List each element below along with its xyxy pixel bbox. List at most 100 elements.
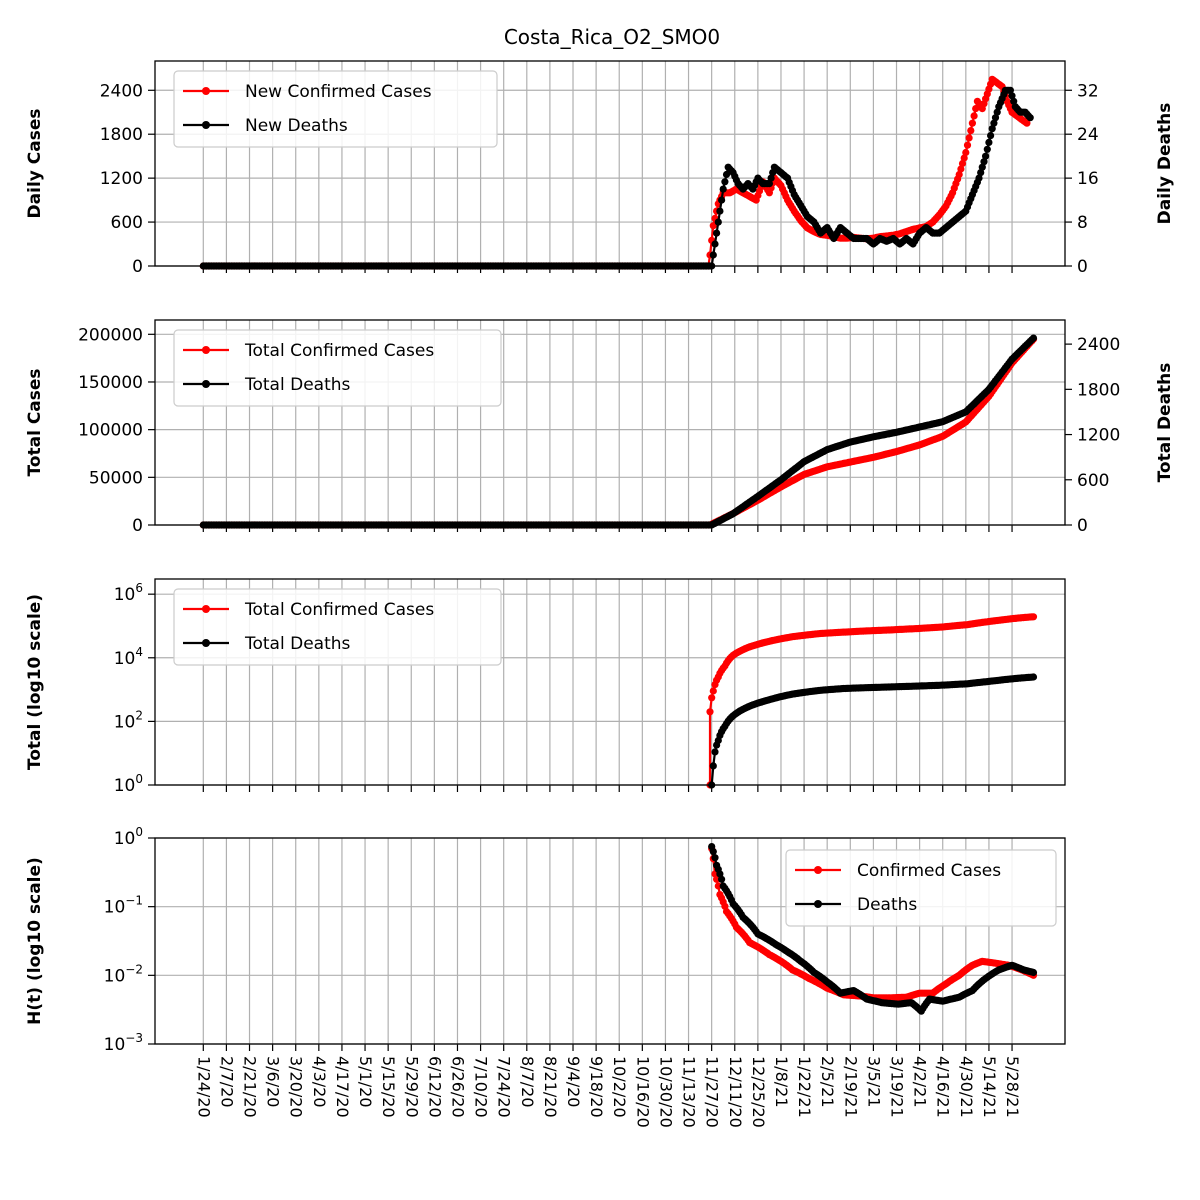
panel-daily: 0 600 1200 1800 2400 0 8 16 24 32 Daily Cases Daily… bbox=[25, 60, 1175, 277]
data-point bbox=[706, 708, 714, 716]
data-point bbox=[968, 119, 977, 127]
data-point bbox=[718, 875, 726, 883]
legend: Confirmed Cases Deaths bbox=[785, 849, 1057, 927]
y-tick-label: 200000 bbox=[78, 325, 143, 345]
data-point bbox=[709, 222, 717, 230]
data-point bbox=[716, 207, 724, 215]
data-point bbox=[963, 141, 972, 149]
figure-title: Costa_Rica_O2_SMO0 bbox=[504, 25, 720, 49]
data-point bbox=[970, 112, 978, 120]
y-right-axis-label: Daily Deaths bbox=[1155, 103, 1175, 225]
x-tick-label: 9/18/20 bbox=[587, 1056, 606, 1118]
x-tick-label: 8/21/20 bbox=[541, 1056, 560, 1118]
data-point bbox=[991, 114, 1000, 122]
chart-panels: 0 600 1200 1800 2400 0 8 16 24 32 Daily Cases Daily… bbox=[25, 60, 1175, 1128]
data-point bbox=[714, 218, 722, 226]
series-confirmed-cases bbox=[708, 845, 1038, 1002]
data-point bbox=[1029, 968, 1038, 977]
y-tick-label: 50000 bbox=[89, 468, 143, 488]
data-point bbox=[980, 158, 988, 166]
series-line bbox=[710, 675, 1034, 786]
y-tick-label: 104 bbox=[114, 645, 143, 669]
data-point bbox=[978, 163, 986, 171]
legend-box bbox=[173, 588, 502, 666]
x-tick-label: 5/14/21 bbox=[980, 1056, 999, 1118]
legend-label: Total Confirmed Cases bbox=[244, 341, 434, 361]
series-deaths bbox=[708, 843, 1038, 1015]
data-point bbox=[716, 870, 724, 878]
y-tick-label: 2400 bbox=[100, 81, 143, 101]
data-point bbox=[990, 119, 998, 127]
x-tick-label: 11/27/20 bbox=[703, 1056, 722, 1128]
x-tick-label: 8/7/20 bbox=[518, 1056, 537, 1108]
legend-box bbox=[785, 849, 1057, 927]
y-right-tick-label: 1200 bbox=[1077, 426, 1120, 446]
y-right-tick-label: 24 bbox=[1077, 125, 1099, 145]
x-tick-label: 5/28/21 bbox=[1003, 1056, 1022, 1118]
x-tick-label: 2/5/21 bbox=[818, 1056, 837, 1108]
legend-label: Deaths bbox=[857, 895, 917, 915]
panel-total-log: 100 102 104 106 Total (log10 scale) Total Con… bbox=[25, 578, 1066, 796]
y-right-axis-label: Total Deaths bbox=[1155, 363, 1175, 483]
data-point bbox=[1026, 114, 1034, 122]
x-tick-label: 4/16/21 bbox=[934, 1056, 953, 1118]
data-point bbox=[993, 108, 1001, 116]
x-tick-label: 4/30/21 bbox=[957, 1056, 976, 1118]
axes-frame bbox=[154, 60, 1066, 267]
y-tick-label: 0 bbox=[132, 257, 143, 277]
y-tick-label: 150000 bbox=[78, 373, 143, 393]
data-point bbox=[1023, 119, 1031, 127]
data-point bbox=[975, 174, 983, 182]
legend-marker bbox=[202, 346, 210, 354]
data-point bbox=[1029, 334, 1038, 342]
data-point bbox=[960, 154, 968, 162]
y-tick-label: 106 bbox=[114, 581, 143, 605]
x-tick-label: 4/17/20 bbox=[333, 1056, 352, 1118]
data-point bbox=[711, 854, 719, 862]
x-tick-label: 7/24/20 bbox=[495, 1056, 514, 1118]
y-tick-label: 1800 bbox=[100, 125, 143, 145]
x-tick-label: 2/7/20 bbox=[217, 1056, 236, 1108]
data-point bbox=[1029, 673, 1038, 681]
legend-label: Total Confirmed Cases bbox=[244, 600, 434, 620]
data-point bbox=[709, 762, 717, 770]
x-tick-label: 4/2/21 bbox=[911, 1056, 930, 1108]
data-point bbox=[1008, 92, 1016, 100]
x-tick-label: 10/30/20 bbox=[656, 1056, 675, 1128]
legend-box bbox=[173, 70, 498, 148]
legend-marker bbox=[202, 380, 210, 388]
y-right-tick-label: 0 bbox=[1077, 516, 1088, 536]
x-tick-label: 2/19/21 bbox=[841, 1056, 860, 1118]
panel-total: 0 50000 100000 150000 200000 0 600 1200 1800 2400… bbox=[25, 319, 1175, 536]
data-point bbox=[713, 875, 721, 883]
data-point bbox=[722, 170, 731, 179]
data-point bbox=[957, 165, 965, 173]
legend-marker bbox=[202, 605, 210, 613]
x-tick-label: 1/22/21 bbox=[795, 1056, 814, 1118]
legend-marker bbox=[814, 866, 822, 874]
legend-label: Total Deaths bbox=[244, 634, 351, 654]
y-tick-label: 102 bbox=[114, 708, 143, 732]
legend-marker bbox=[202, 121, 210, 129]
y-tick-label: 1200 bbox=[100, 169, 143, 189]
data-point bbox=[709, 848, 717, 856]
panel-hazard: 10−3 10−2 10−1 100 H(t) (log10 scale) Confirm… bbox=[25, 825, 1066, 1128]
y-tick-label: 10−1 bbox=[104, 894, 143, 918]
data-point bbox=[958, 159, 967, 168]
x-tick-label: 4/3/20 bbox=[310, 1056, 329, 1108]
y-axis-label: Total Cases bbox=[25, 368, 45, 476]
data-point bbox=[983, 145, 991, 153]
legend-marker bbox=[202, 87, 210, 95]
x-tick-label: 10/16/20 bbox=[633, 1056, 652, 1128]
data-point bbox=[709, 251, 717, 259]
axes-frame bbox=[154, 837, 1066, 1045]
x-tick-label: 12/11/20 bbox=[726, 1056, 745, 1128]
data-point bbox=[988, 125, 996, 133]
y-right-tick-label: 8 bbox=[1077, 213, 1088, 233]
data-point bbox=[708, 694, 716, 702]
y-right-tick-label: 2400 bbox=[1077, 335, 1120, 355]
legend-marker bbox=[814, 900, 822, 908]
y-tick-label: 10−2 bbox=[104, 962, 143, 986]
y-tick-label: 100 bbox=[114, 825, 143, 849]
